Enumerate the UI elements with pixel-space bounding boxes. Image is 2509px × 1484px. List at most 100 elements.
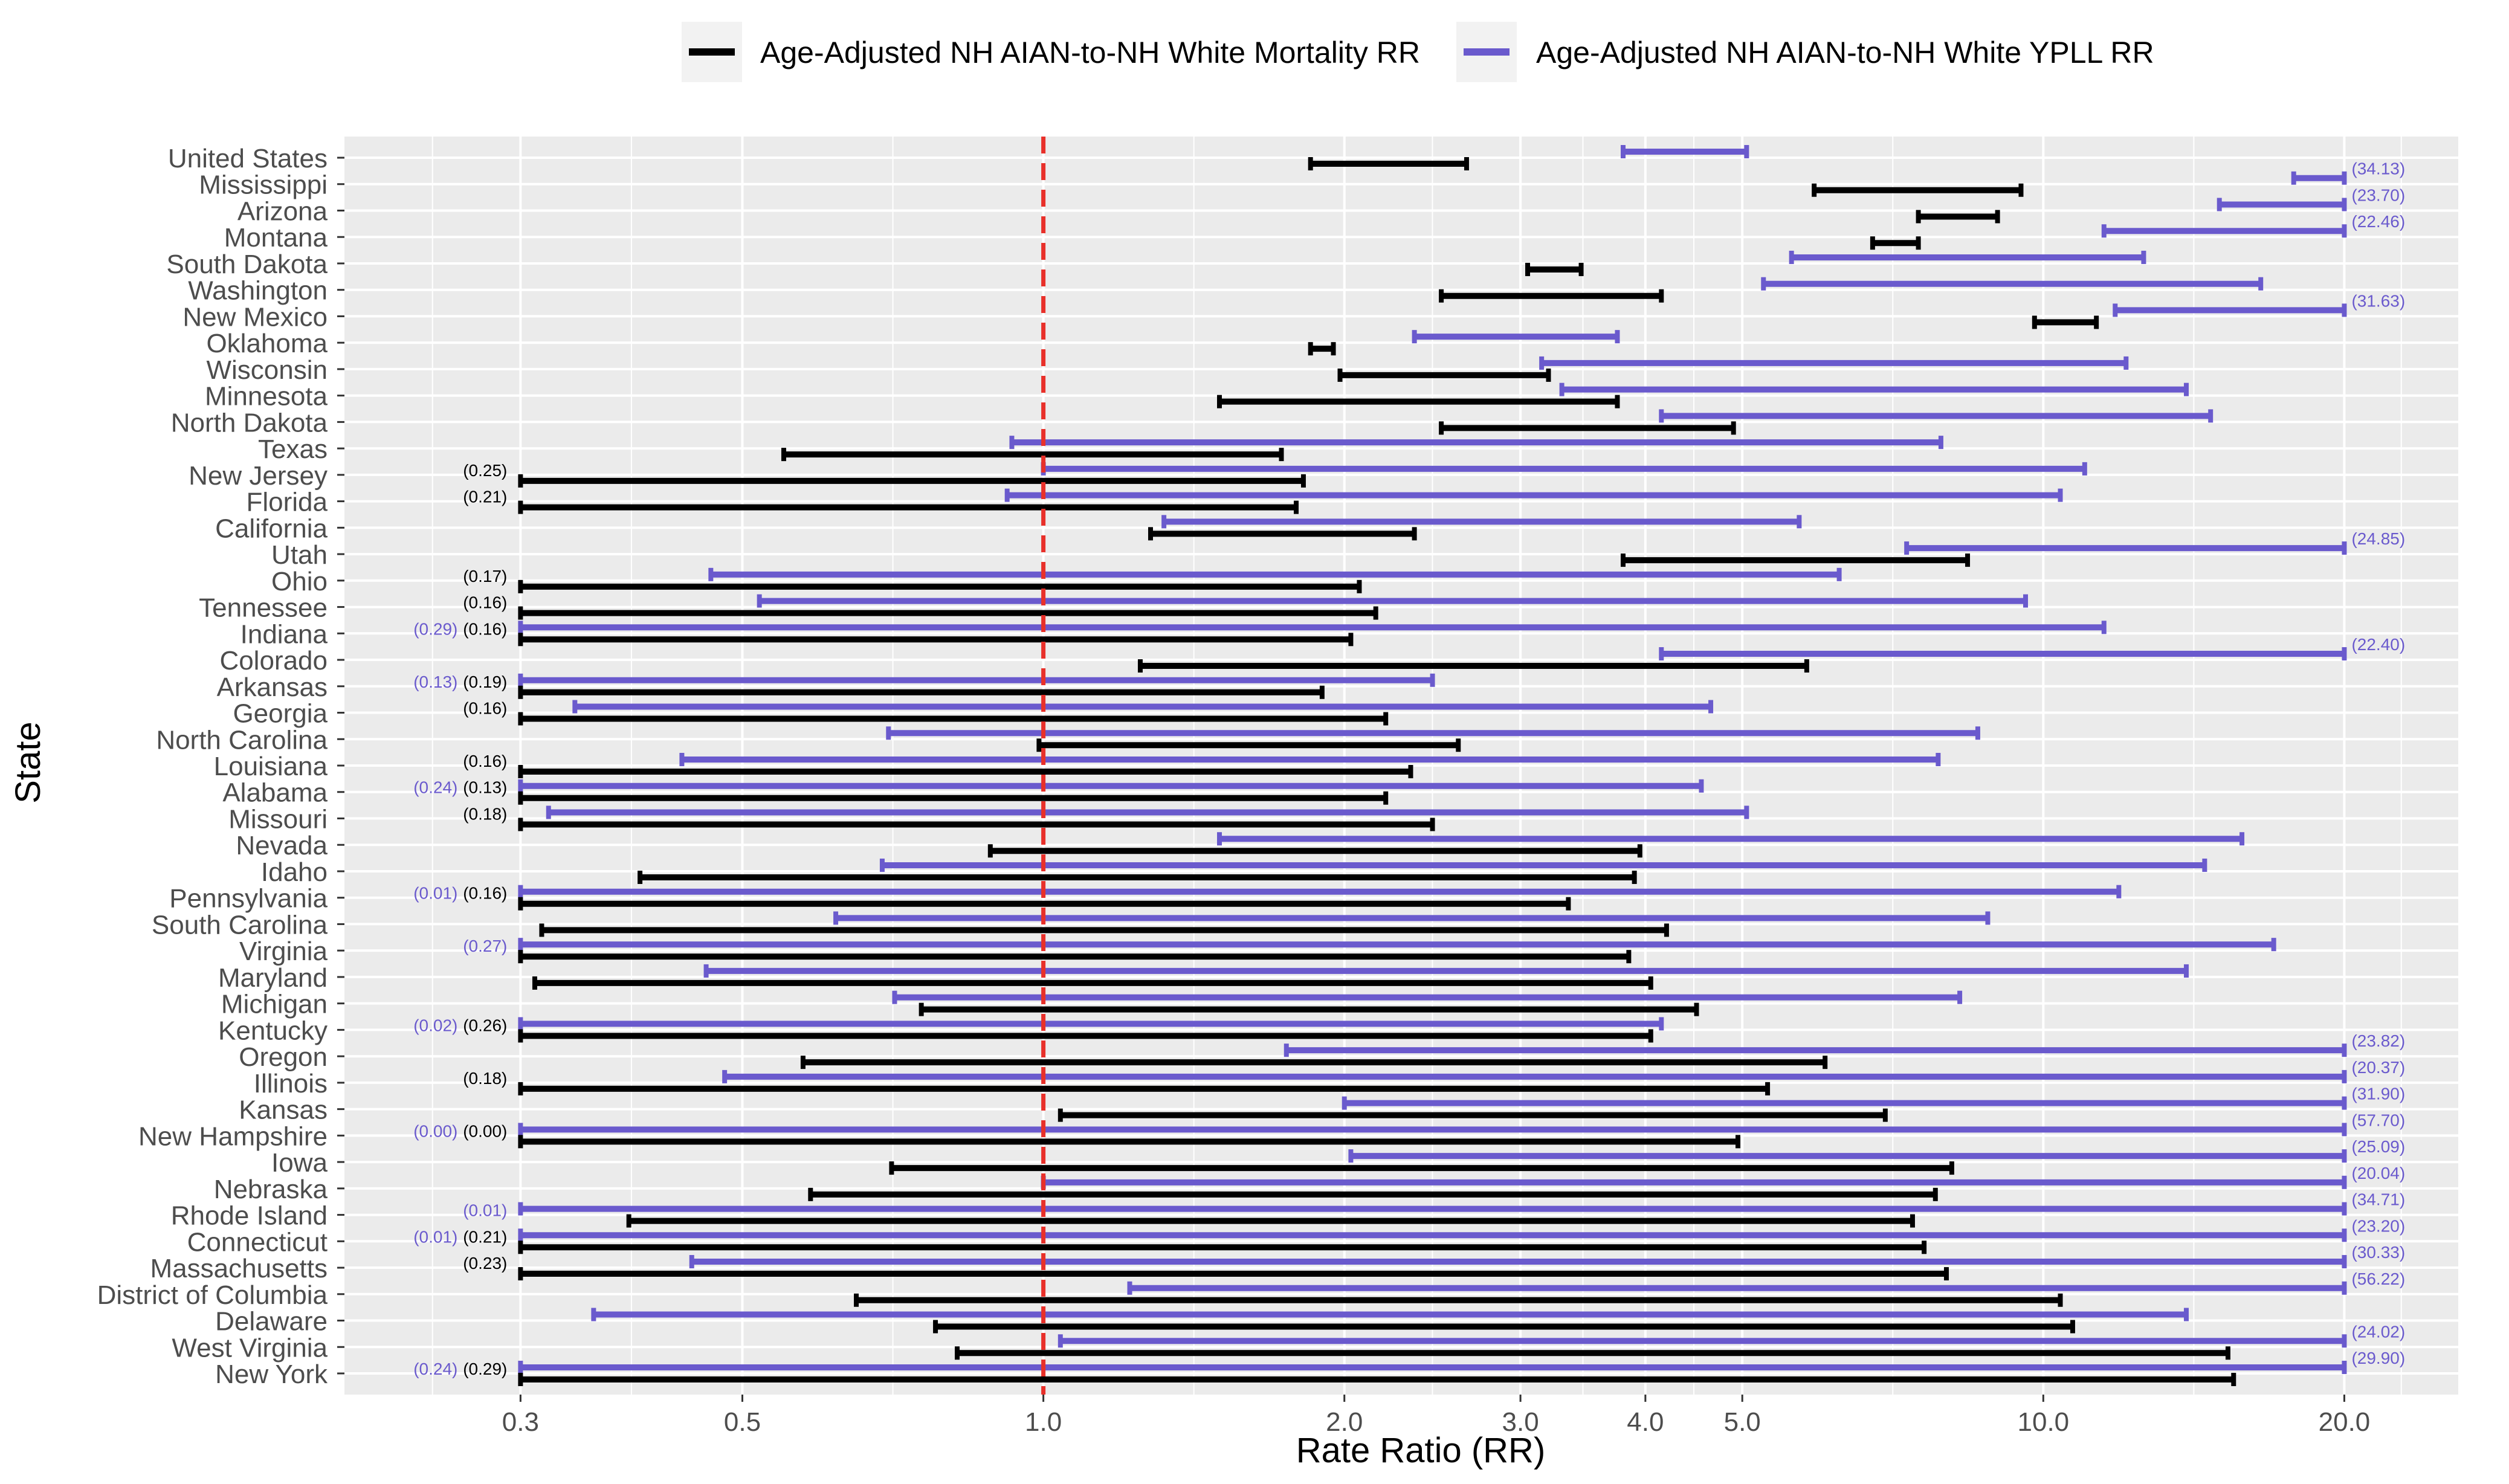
state-label-kentucky: Kentucky bbox=[218, 1016, 328, 1045]
legend-label-mortality: Age-Adjusted NH AIAN-to-NH White Mortali… bbox=[760, 36, 1420, 69]
x-axis-title: Rate Ratio (RR) bbox=[1296, 1431, 1546, 1470]
state-label-washington: Washington bbox=[188, 276, 328, 306]
state-label-oregon: Oregon bbox=[239, 1042, 328, 1072]
ypll-low-label-alabama: (0.24) bbox=[413, 778, 457, 797]
state-label-kansas: Kansas bbox=[239, 1095, 328, 1125]
y-axis-labels: United StatesMississippiArizonaMontanaSo… bbox=[97, 144, 344, 1389]
x-tick-label-1: 0.5 bbox=[724, 1407, 761, 1437]
state-label-new-jersey: New Jersey bbox=[189, 461, 328, 491]
state-label-michigan: Michigan bbox=[221, 990, 328, 1019]
state-label-alabama: Alabama bbox=[222, 778, 328, 808]
state-label-utah: Utah bbox=[271, 540, 328, 570]
ypll-low-label-kentucky: (0.02) bbox=[413, 1016, 457, 1034]
state-label-texas: Texas bbox=[258, 434, 328, 464]
x-tick-label-0: 0.3 bbox=[502, 1407, 539, 1437]
ypll-high-label-district-of-columbia: (56.22) bbox=[2351, 1269, 2405, 1288]
state-label-indiana: Indiana bbox=[241, 619, 328, 649]
mortality-low-label-massachusetts: (0.23) bbox=[463, 1254, 507, 1273]
ypll-high-label-new-york: (29.90) bbox=[2351, 1349, 2405, 1367]
ypll-high-label-oregon: (23.82) bbox=[2351, 1031, 2405, 1050]
state-label-nebraska: Nebraska bbox=[214, 1175, 328, 1204]
gridlines bbox=[344, 137, 2458, 1395]
state-label-georgia: Georgia bbox=[233, 699, 328, 729]
state-label-louisiana: Louisiana bbox=[214, 752, 328, 781]
x-tick-label-6: 5.0 bbox=[1724, 1407, 1761, 1437]
x-tick-label-7: 10.0 bbox=[2018, 1407, 2070, 1437]
legend: Age-Adjusted NH AIAN-to-NH White Mortali… bbox=[682, 22, 2154, 82]
x-axis-labels: 0.3 0.5 1.0 2.0 3.0 4.0 5.0 10.0 20.0 bbox=[502, 1395, 2370, 1437]
ypll-low-label-arkansas: (0.13) bbox=[413, 673, 457, 691]
mortality-low-label-florida: (0.21) bbox=[463, 488, 507, 506]
ypll-high-label-kansas: (31.90) bbox=[2351, 1085, 2405, 1103]
state-label-colorado: Colorado bbox=[219, 646, 328, 676]
state-label-south-carolina: South Carolina bbox=[152, 910, 328, 940]
ypll-high-label-iowa: (25.09) bbox=[2351, 1137, 2405, 1156]
x-tick-label-3: 2.0 bbox=[1326, 1407, 1363, 1437]
state-label-arkansas: Arkansas bbox=[217, 673, 328, 702]
mortality-low-label-tennessee: (0.16) bbox=[463, 593, 507, 612]
ypll-high-label-nebraska: (20.04) bbox=[2351, 1164, 2405, 1182]
mortality-low-label-connecticut: (0.21) bbox=[463, 1227, 507, 1246]
ypll-high-label-massachusetts: (30.33) bbox=[2351, 1243, 2405, 1262]
state-label-new-mexico: New Mexico bbox=[182, 302, 328, 332]
state-label-massachusetts: Massachusetts bbox=[150, 1254, 328, 1283]
state-label-idaho: Idaho bbox=[261, 857, 328, 887]
ypll-high-label-illinois: (20.37) bbox=[2351, 1058, 2405, 1077]
annotations: (34.13) (23.70) (22.46) (31.63) (0.25) (0.21)… bbox=[413, 160, 2405, 1378]
mortality-low-label-alabama: (0.13) bbox=[463, 778, 507, 797]
state-label-ohio: Ohio bbox=[271, 567, 328, 596]
ypll-low-label-indiana: (0.29) bbox=[413, 619, 457, 638]
state-label-mississippi: Mississippi bbox=[199, 170, 328, 200]
state-label-delaware: Delaware bbox=[215, 1307, 328, 1337]
ypll-low-label-rhode-island: (0.01) bbox=[463, 1201, 507, 1220]
ypll-high-label-west-virginia: (24.02) bbox=[2351, 1322, 2405, 1341]
state-label-connecticut: Connecticut bbox=[187, 1227, 328, 1257]
mortality-low-label-kentucky: (0.26) bbox=[463, 1016, 507, 1034]
state-label-district-of-columbia: District of Columbia bbox=[97, 1280, 328, 1310]
ypll-low-label-virginia: (0.27) bbox=[463, 937, 507, 955]
state-label-montana: Montana bbox=[224, 223, 328, 253]
x-tick-label-8: 20.0 bbox=[2319, 1407, 2371, 1437]
state-label-oklahoma: Oklahoma bbox=[206, 329, 328, 358]
mortality-low-label-illinois: (0.18) bbox=[463, 1069, 507, 1088]
state-label-wisconsin: Wisconsin bbox=[207, 355, 328, 385]
state-label-florida: Florida bbox=[247, 488, 328, 517]
ypll-high-label-utah: (24.85) bbox=[2351, 529, 2405, 548]
ypll-high-label-colorado: (22.40) bbox=[2351, 635, 2405, 654]
ypll-high-label-new-hampshire: (57.70) bbox=[2351, 1111, 2405, 1129]
ypll-high-label-montana: (22.46) bbox=[2351, 212, 2405, 231]
state-label-nevada: Nevada bbox=[236, 831, 328, 860]
state-label-maryland: Maryland bbox=[218, 963, 328, 993]
mortality-low-label-arkansas: (0.19) bbox=[463, 673, 507, 691]
ypll-low-label-new-york: (0.24) bbox=[413, 1360, 457, 1378]
state-label-arizona: Arizona bbox=[237, 196, 328, 226]
ypll-high-label-mississippi: (34.13) bbox=[2351, 160, 2405, 178]
state-label-south-dakota: South Dakota bbox=[166, 250, 328, 279]
mortality-low-label-georgia: (0.16) bbox=[463, 699, 507, 718]
mortality-low-label-louisiana: (0.16) bbox=[463, 752, 507, 770]
mortality-low-label-pennsylvania: (0.16) bbox=[463, 884, 507, 903]
ypll-low-label-connecticut: (0.01) bbox=[413, 1227, 457, 1246]
mortality-low-label-new-york: (0.29) bbox=[463, 1360, 507, 1378]
state-label-united-states: United States bbox=[168, 144, 328, 173]
state-label-new-york: New York bbox=[215, 1360, 328, 1389]
state-label-california: California bbox=[215, 514, 328, 543]
ypll-low-label-pennsylvania: (0.01) bbox=[413, 884, 457, 903]
state-label-virginia: Virginia bbox=[239, 937, 328, 966]
state-label-new-hampshire: New Hampshire bbox=[138, 1121, 328, 1151]
state-label-west-virginia: West Virginia bbox=[172, 1333, 328, 1363]
range-bars bbox=[518, 137, 2347, 1395]
state-label-tennessee: Tennessee bbox=[199, 593, 328, 623]
ypll-high-label-connecticut: (23.20) bbox=[2351, 1216, 2405, 1235]
ypll-high-label-rhode-island: (34.71) bbox=[2351, 1190, 2405, 1209]
x-tick-label-2: 1.0 bbox=[1025, 1407, 1062, 1437]
x-tick-label-5: 4.0 bbox=[1627, 1407, 1664, 1437]
ypll-low-label-new-hampshire: (0.00) bbox=[413, 1121, 457, 1140]
y-axis-title: State bbox=[8, 721, 48, 803]
mortality-low-label-new-jersey: (0.25) bbox=[463, 461, 507, 480]
mortality-low-label-missouri: (0.18) bbox=[463, 804, 507, 823]
ypll-high-label-new-mexico: (31.63) bbox=[2351, 291, 2405, 310]
state-label-north-dakota: North Dakota bbox=[171, 408, 328, 437]
state-label-pennsylvania: Pennsylvania bbox=[169, 884, 328, 914]
